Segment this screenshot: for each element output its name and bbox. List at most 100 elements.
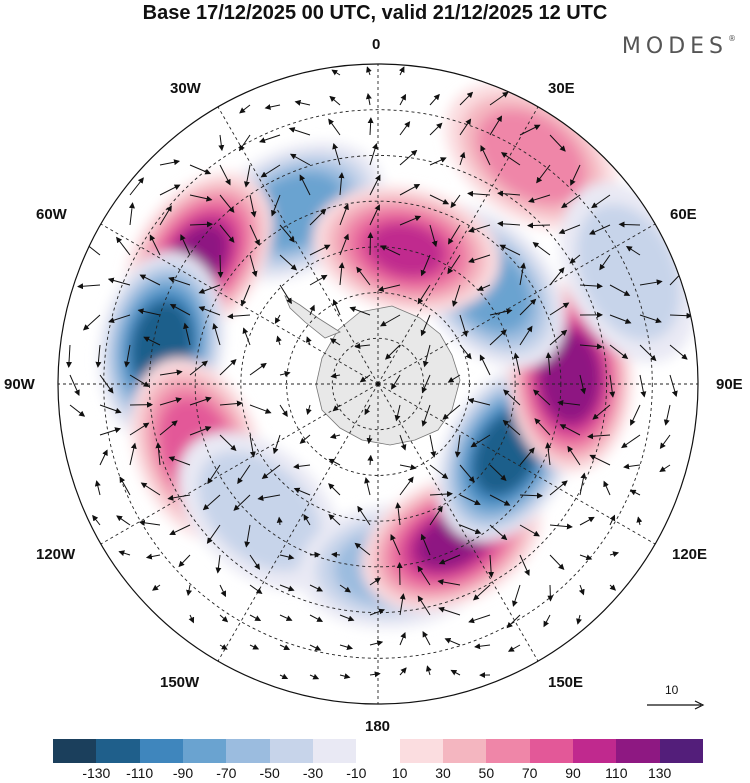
wind-vector xyxy=(527,222,551,229)
wind-vector xyxy=(149,234,161,256)
wind-vector xyxy=(399,632,406,646)
wind-vector xyxy=(429,93,440,106)
wind-vector xyxy=(422,344,431,368)
wind-vector xyxy=(168,456,191,466)
wind-vector xyxy=(349,306,371,316)
wind-vector xyxy=(116,515,131,526)
wind-vector xyxy=(444,638,461,646)
colorbar-tick-label: 90 xyxy=(565,765,581,781)
wind-vector xyxy=(99,404,122,414)
latitude-circle xyxy=(103,109,653,659)
colorbar-swatch xyxy=(659,739,703,763)
wind-vector xyxy=(369,640,384,647)
wind-vector xyxy=(279,644,291,650)
wind-vector xyxy=(420,533,431,556)
wind-vector xyxy=(459,118,472,136)
wind-vector xyxy=(95,344,102,368)
wind-vector xyxy=(380,245,401,256)
wind-vector xyxy=(329,338,341,346)
wind-vector xyxy=(545,442,552,466)
wind-vector xyxy=(198,306,221,316)
wind-vector xyxy=(512,584,521,607)
wind-vector xyxy=(639,374,647,398)
wind-vector xyxy=(450,194,461,209)
anomaly-contour xyxy=(593,226,664,319)
wind-vector xyxy=(219,164,231,186)
wind-vector xyxy=(630,404,641,426)
south-pole-marker xyxy=(376,382,380,386)
wind-vector xyxy=(249,194,257,218)
wind-vector xyxy=(369,143,378,166)
lon-label-30w: 30W xyxy=(170,80,201,97)
colorbar-swatch xyxy=(529,739,573,763)
wind-vector xyxy=(279,673,289,680)
wind-vector xyxy=(249,554,261,570)
wind-vector xyxy=(331,551,341,558)
wind-vector xyxy=(497,190,521,197)
wind-vector xyxy=(519,524,540,537)
wind-vector xyxy=(399,476,414,496)
wind-vector xyxy=(559,424,581,436)
wind-vector xyxy=(659,434,671,450)
wind-vector xyxy=(329,433,341,439)
wind-vector xyxy=(429,505,443,526)
wind-vector xyxy=(459,151,466,166)
wind-vector xyxy=(279,224,295,243)
wind-vector xyxy=(506,614,521,629)
wind-vector xyxy=(129,374,150,387)
wind-vector xyxy=(365,92,372,106)
wind-vector xyxy=(636,516,643,526)
wind-vector xyxy=(549,523,573,530)
wind-vector xyxy=(309,673,320,680)
colorbar-tick-label: -70 xyxy=(216,765,237,781)
wind-vector xyxy=(239,104,251,114)
colorbar-tick-label: 70 xyxy=(521,765,538,781)
wind-vector xyxy=(429,122,443,136)
wind-vector xyxy=(299,174,311,196)
wind-vector xyxy=(69,404,86,417)
wind-vector xyxy=(451,284,461,307)
colorbar-tick-label: -10 xyxy=(346,765,367,781)
wind-vector xyxy=(249,434,256,458)
wind-vector xyxy=(459,494,481,505)
wind-vector xyxy=(379,314,401,327)
wind-vector xyxy=(189,164,212,175)
wind-vector xyxy=(470,434,491,448)
wind-vector xyxy=(178,554,191,568)
wind-vector xyxy=(459,314,468,337)
wind-vector xyxy=(279,614,293,621)
wind-vector xyxy=(289,153,311,166)
wind-vector xyxy=(549,134,566,152)
wind-vector xyxy=(429,434,437,458)
wind-vector xyxy=(513,352,521,376)
colorbar-tick-label: -110 xyxy=(126,765,154,781)
wind-vector xyxy=(391,374,401,390)
wind-vector xyxy=(152,584,161,591)
wind-vector xyxy=(66,344,73,368)
wind-vector xyxy=(579,374,587,395)
wind-vector xyxy=(467,397,491,406)
wind-vector xyxy=(219,614,229,623)
wind-vector xyxy=(421,404,431,427)
wind-vector xyxy=(549,267,565,286)
wind-vector xyxy=(329,95,341,106)
wind-vector xyxy=(357,505,371,526)
modes-logo: MODES® xyxy=(622,34,736,59)
wind-vector xyxy=(338,172,345,196)
wind-vector xyxy=(489,91,509,106)
wind-vector xyxy=(159,159,181,166)
wind-vector xyxy=(332,404,341,412)
lon-label-30e: 30E xyxy=(548,80,575,97)
wind-vector xyxy=(536,164,551,184)
wind-vector xyxy=(567,445,581,466)
wind-vector xyxy=(219,359,237,376)
wind-vector xyxy=(129,422,150,436)
wind-vector xyxy=(212,322,221,346)
wind-vector xyxy=(339,673,351,680)
wind-vector xyxy=(629,489,641,496)
colorbar-tick-label: 30 xyxy=(435,765,451,781)
brand-name: MODES xyxy=(621,34,728,59)
wind-vectors xyxy=(66,66,693,680)
lon-label-60w: 60W xyxy=(36,206,67,223)
wind-vector xyxy=(249,584,263,594)
